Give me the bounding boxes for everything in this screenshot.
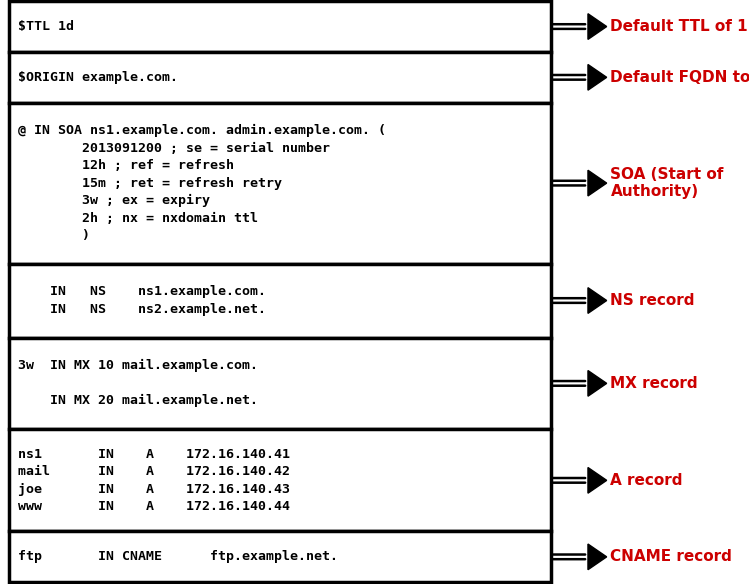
Text: @ IN SOA ns1.example.com. admin.example.com. (
        2013091200 ; se = serial : @ IN SOA ns1.example.com. admin.example.…: [18, 124, 386, 242]
Polygon shape: [588, 288, 607, 314]
Bar: [9, 263, 551, 338]
Bar: [9, 103, 551, 263]
Polygon shape: [588, 13, 607, 39]
Polygon shape: [588, 64, 607, 90]
Text: A record: A record: [610, 473, 683, 488]
Text: NS record: NS record: [610, 293, 695, 308]
Bar: [9, 338, 551, 429]
Text: IN   NS    ns1.example.com.
    IN   NS    ns2.example.net.: IN NS ns1.example.com. IN NS ns2.example…: [18, 285, 266, 316]
Bar: [9, 1, 551, 52]
Text: ftp       IN CNAME      ftp.example.net.: ftp IN CNAME ftp.example.net.: [18, 550, 338, 564]
Text: ns1       IN    A    172.16.140.41
mail      IN    A    172.16.140.42
joe       : ns1 IN A 172.16.140.41 mail IN A 172.16.…: [18, 447, 290, 513]
Polygon shape: [588, 544, 607, 570]
Polygon shape: [588, 370, 607, 396]
Text: Default FQDN to attach: Default FQDN to attach: [610, 70, 749, 85]
Bar: [9, 429, 551, 531]
Polygon shape: [588, 468, 607, 493]
Text: MX record: MX record: [610, 376, 698, 391]
Text: 3w  IN MX 10 mail.example.com.

    IN MX 20 mail.example.net.: 3w IN MX 10 mail.example.com. IN MX 20 m…: [18, 359, 258, 408]
Polygon shape: [588, 171, 607, 196]
Text: SOA (Start of
Authority): SOA (Start of Authority): [610, 167, 724, 199]
Text: CNAME record: CNAME record: [610, 550, 733, 564]
Text: Default TTL of 1 day: Default TTL of 1 day: [610, 19, 749, 34]
Bar: [9, 52, 551, 103]
Bar: [9, 531, 551, 582]
Text: $TTL 1d: $TTL 1d: [18, 20, 74, 33]
Text: $ORIGIN example.com.: $ORIGIN example.com.: [18, 71, 178, 84]
